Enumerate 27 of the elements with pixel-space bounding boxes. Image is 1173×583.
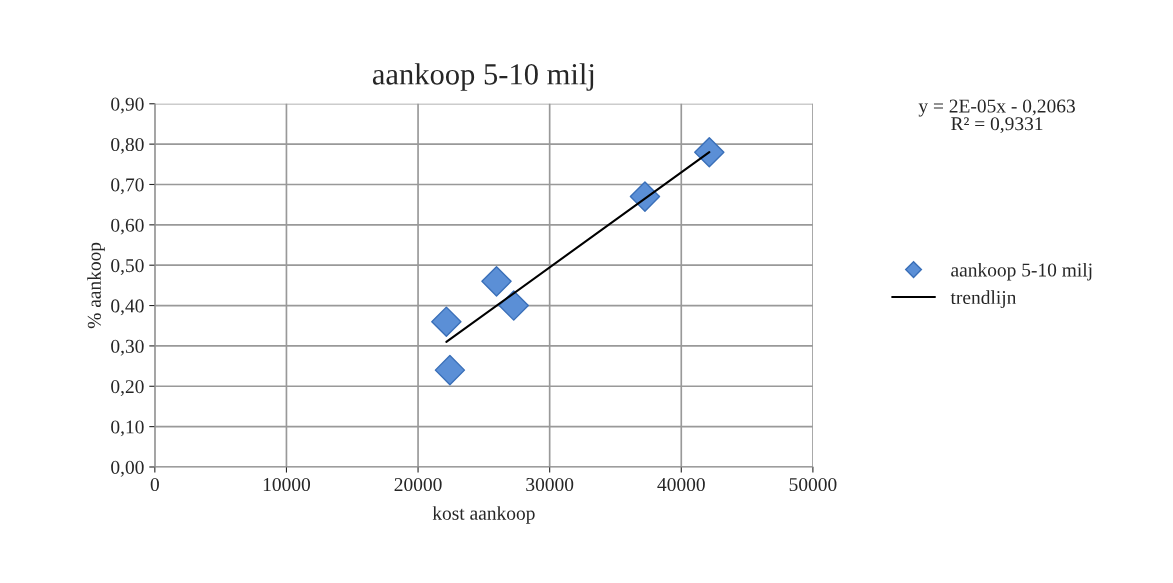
x-tick-label: 50000 (789, 477, 837, 492)
point (431, 306, 462, 337)
x-axis-title: kost aankoop (432, 506, 535, 524)
y-tick-label: 0,50 (111, 259, 144, 275)
y-tick-label: 0,00 (111, 460, 144, 477)
x-tick-label: 20000 (394, 477, 442, 492)
x-tick-label: 0 (150, 477, 159, 492)
y-tick-label: 0,10 (111, 420, 144, 437)
y-tick-label: 0,70 (111, 178, 144, 195)
text: y = 2E-05x - 0,2063 R² = 0,9331 (918, 99, 1075, 134)
chart-title: aankoop 5-10 milj (372, 63, 594, 91)
point (694, 136, 725, 168)
y-tick-label: 0,60 (111, 218, 144, 235)
x-tick-label: 10000 (263, 477, 311, 492)
y-tick-label: 0,90 (111, 97, 144, 114)
y-tick-label: 0,40 (111, 299, 144, 316)
y-axis-title: % aankoop (87, 242, 105, 329)
point (498, 290, 529, 321)
y-tick-label: 0,20 (111, 380, 144, 397)
point (481, 266, 512, 297)
point (434, 354, 466, 386)
y-tick-label: 0,80 (111, 137, 144, 154)
x-tick-label: 40000 (657, 477, 705, 492)
legend-label: trendlijn (950, 290, 1017, 308)
x-tick-label: 30000 (526, 477, 574, 492)
y-tick-label: 0,30 (111, 339, 144, 356)
legend-label: aankoop 5-10 milj (951, 262, 1092, 281)
